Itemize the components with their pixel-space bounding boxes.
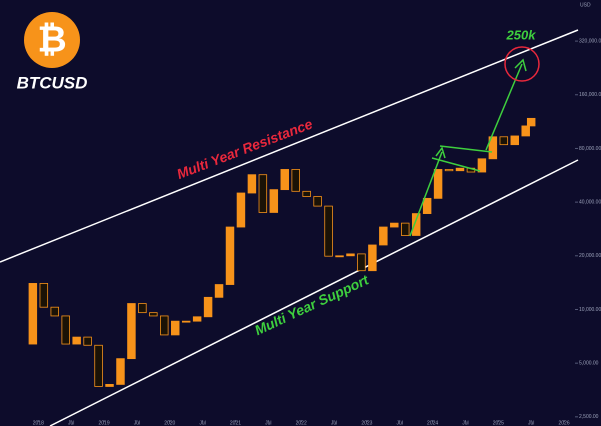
support-line [49, 159, 579, 426]
y-tick-label: 160,000.00 [579, 92, 601, 98]
candle [526, 117, 536, 127]
candle [433, 169, 443, 199]
resistance-line [0, 29, 579, 263]
candle [83, 336, 92, 346]
logo-circle [24, 12, 80, 68]
candle [72, 336, 81, 345]
x-tick-label: Jul [68, 420, 74, 426]
x-tick-label: 2018 [33, 420, 44, 426]
x-tick-label: 2025 [493, 420, 504, 426]
chart-title: BTCUSD [17, 73, 88, 92]
candle [138, 303, 147, 314]
candle [324, 205, 333, 257]
candle [401, 222, 410, 236]
x-tick-label: 2023 [361, 420, 372, 426]
candle [346, 253, 355, 257]
x-tick-label: Jul [331, 420, 337, 426]
x-tick-label: Jul [528, 420, 534, 426]
x-tick-label: 2019 [98, 420, 109, 426]
candle [61, 315, 70, 345]
candle [302, 190, 311, 197]
y-tick-label: 10,000.00 [579, 307, 601, 313]
candle [510, 135, 519, 146]
candle [499, 136, 509, 146]
candle [149, 312, 158, 317]
candle [455, 167, 465, 172]
candle [28, 283, 38, 345]
candles [28, 117, 536, 387]
candle [50, 306, 59, 317]
candle [280, 169, 289, 191]
x-tick-label: Jul [265, 420, 271, 426]
x-tick-label: 2021 [230, 420, 241, 426]
candle [368, 244, 377, 272]
y-tick-label: 5,000.00 [579, 360, 599, 366]
logo: ₿ [37, 19, 66, 60]
candle [335, 255, 344, 258]
candle [127, 303, 136, 360]
candle [116, 358, 125, 385]
candle [236, 192, 246, 228]
candle [192, 316, 202, 322]
candle [171, 320, 180, 336]
y-tick-label: 40,000.00 [579, 199, 601, 205]
axis-unit: USD [580, 2, 591, 8]
candle [269, 189, 279, 213]
candle [39, 283, 49, 308]
x-tick-label: 2020 [164, 420, 175, 426]
candle [521, 125, 530, 137]
candle [181, 320, 191, 323]
x-tick-label: Jul [397, 420, 403, 426]
candle [488, 136, 498, 160]
target-circle [504, 46, 540, 82]
candle [411, 213, 421, 236]
candle [313, 196, 322, 207]
candle [247, 174, 257, 194]
candle [477, 158, 487, 173]
candle [422, 197, 432, 214]
y-tick-label: 80,000.00 [579, 146, 601, 152]
candle [258, 174, 268, 213]
y-tick-label: 20,000.00 [579, 253, 601, 259]
x-tick-label: 2026 [558, 420, 569, 426]
target-label: 250k [506, 27, 537, 42]
x-tick-label: Jul [134, 420, 140, 426]
candle [444, 169, 454, 172]
candle [105, 384, 114, 387]
support-label: Multi Year Support [252, 271, 372, 338]
candle [379, 226, 388, 246]
candle [203, 296, 213, 318]
green-arrows [409, 58, 527, 237]
candle [160, 315, 169, 336]
candle [291, 169, 300, 192]
y-tick-label: 2,500.00 [579, 414, 599, 420]
x-tick-label: Jul [462, 420, 468, 426]
y-tick-label: 320,000.00 [579, 38, 601, 44]
x-tick-label: Jul [199, 420, 205, 426]
x-tick-label: 2022 [296, 420, 307, 426]
x-tick-label: 2024 [427, 420, 438, 426]
candle [390, 222, 399, 228]
candle [94, 344, 103, 387]
candle [225, 226, 235, 285]
candle [214, 284, 224, 298]
candle [357, 253, 366, 272]
